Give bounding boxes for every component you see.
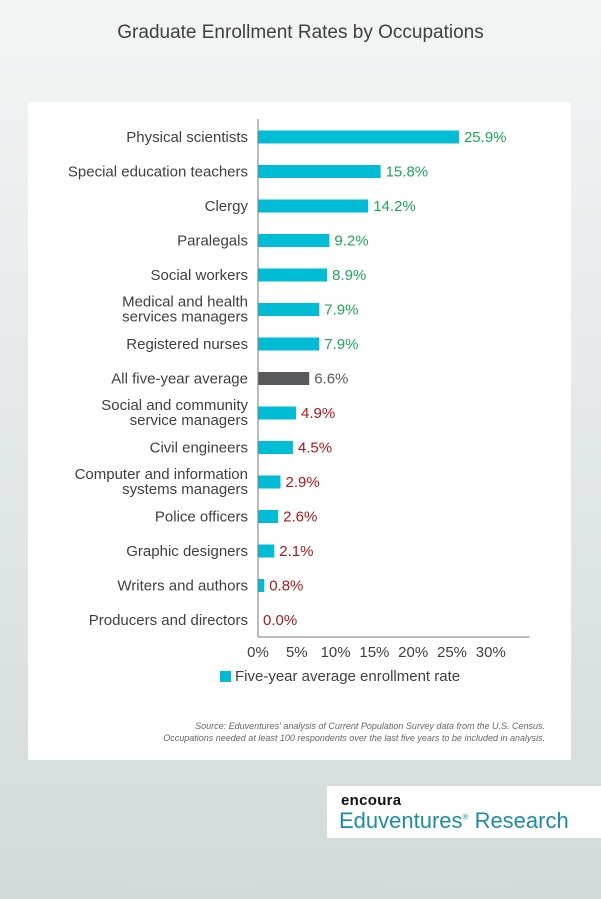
logo-name: Eduventures <box>339 808 463 833</box>
source-line-1: Source: Eduventures' analysis of Current… <box>195 721 545 731</box>
bar <box>258 337 320 351</box>
value-label: 2.1% <box>279 543 313 560</box>
x-tick-label: 10% <box>321 644 351 661</box>
bar <box>258 268 328 282</box>
value-label: 4.5% <box>298 440 332 457</box>
x-tick-label: 25% <box>437 644 467 661</box>
category-label: Producers and directors <box>89 612 248 629</box>
bar <box>258 303 320 316</box>
x-tick-label: 5% <box>286 644 308 661</box>
value-label: 2.9% <box>286 474 320 491</box>
category-label-line: services managers <box>122 309 248 326</box>
chart-legend: Five-year average enrollment rate <box>220 668 460 685</box>
category-label: Computer and information systems managers <box>75 466 248 498</box>
value-label: 0.0% <box>263 612 297 629</box>
legend-label: Five-year average enrollment rate <box>235 668 461 685</box>
logo-suffix: Research <box>474 808 569 833</box>
bar <box>258 199 369 213</box>
bar <box>258 441 293 454</box>
category-label: Registered nurses <box>126 336 248 353</box>
category-label: Civil engineers <box>150 440 248 457</box>
category-label-line: systems managers <box>122 481 248 498</box>
value-label: 25.9% <box>464 129 507 146</box>
category-label: Police officers <box>155 509 248 526</box>
logo-eduventures: Eduventures® Research <box>339 808 569 834</box>
source-line-2: Occupations needed at least 100 responde… <box>163 733 545 743</box>
value-label: 7.9% <box>324 302 358 319</box>
category-label-line: Medical and health <box>122 294 248 311</box>
value-label: 7.9% <box>324 336 358 353</box>
value-label: 2.6% <box>283 509 317 526</box>
bar <box>258 165 381 178</box>
category-label-line: Social and community <box>101 397 248 414</box>
bar <box>258 406 297 420</box>
x-tick-label: 15% <box>359 644 389 661</box>
registered-mark: ® <box>462 812 469 822</box>
value-label: 4.9% <box>301 405 335 422</box>
value-label: 15.8% <box>386 164 429 181</box>
value-label: 6.6% <box>314 371 348 388</box>
bar <box>258 234 330 247</box>
chart-title: Graduate Enrollment Rates by Occupations <box>117 22 484 43</box>
bar <box>258 579 265 592</box>
chart-card: Physical scientists 25.9% Special educatio… <box>28 102 571 760</box>
bar <box>258 130 459 144</box>
legend-swatch <box>220 671 231 682</box>
category-label: Paralegals <box>177 233 248 250</box>
category-label: Physical scientists <box>126 129 248 146</box>
category-label-line: service managers <box>130 412 248 429</box>
brand-logo: encoura Eduventures® Research <box>327 786 601 838</box>
value-label: 8.9% <box>332 267 366 284</box>
category-label: Special education teachers <box>68 164 248 181</box>
logo-encoura: encoura <box>341 792 402 809</box>
category-label: Social workers <box>150 267 248 284</box>
x-tick-label: 20% <box>398 644 428 661</box>
source-note: Source: Eduventures' analysis of Current… <box>65 720 545 744</box>
value-label: 0.8% <box>269 578 303 595</box>
category-label: Clergy <box>205 198 249 215</box>
bar <box>258 510 279 523</box>
value-label: 14.2% <box>373 198 416 215</box>
category-label: Writers and authors <box>117 578 248 595</box>
category-label: Graphic designers <box>126 543 248 560</box>
x-tick-label: 0% <box>247 644 269 661</box>
average-bar <box>258 372 310 385</box>
category-label: All five-year average <box>111 371 248 388</box>
x-tick-label: 30% <box>476 644 506 661</box>
bar-chart: Physical scientists 25.9% Special educatio… <box>68 119 530 661</box>
bar <box>258 475 281 489</box>
category-label-line: Computer and information <box>75 466 248 483</box>
value-label: 9.2% <box>334 233 368 250</box>
category-label: Medical and health services managers <box>122 294 248 326</box>
bar <box>258 544 275 558</box>
category-label: Social and community service managers <box>101 397 248 429</box>
